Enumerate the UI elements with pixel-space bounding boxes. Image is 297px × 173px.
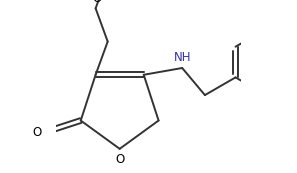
Text: O: O — [92, 0, 101, 5]
Text: NH: NH — [174, 51, 192, 64]
Text: O: O — [33, 126, 42, 139]
Text: O: O — [115, 153, 124, 166]
